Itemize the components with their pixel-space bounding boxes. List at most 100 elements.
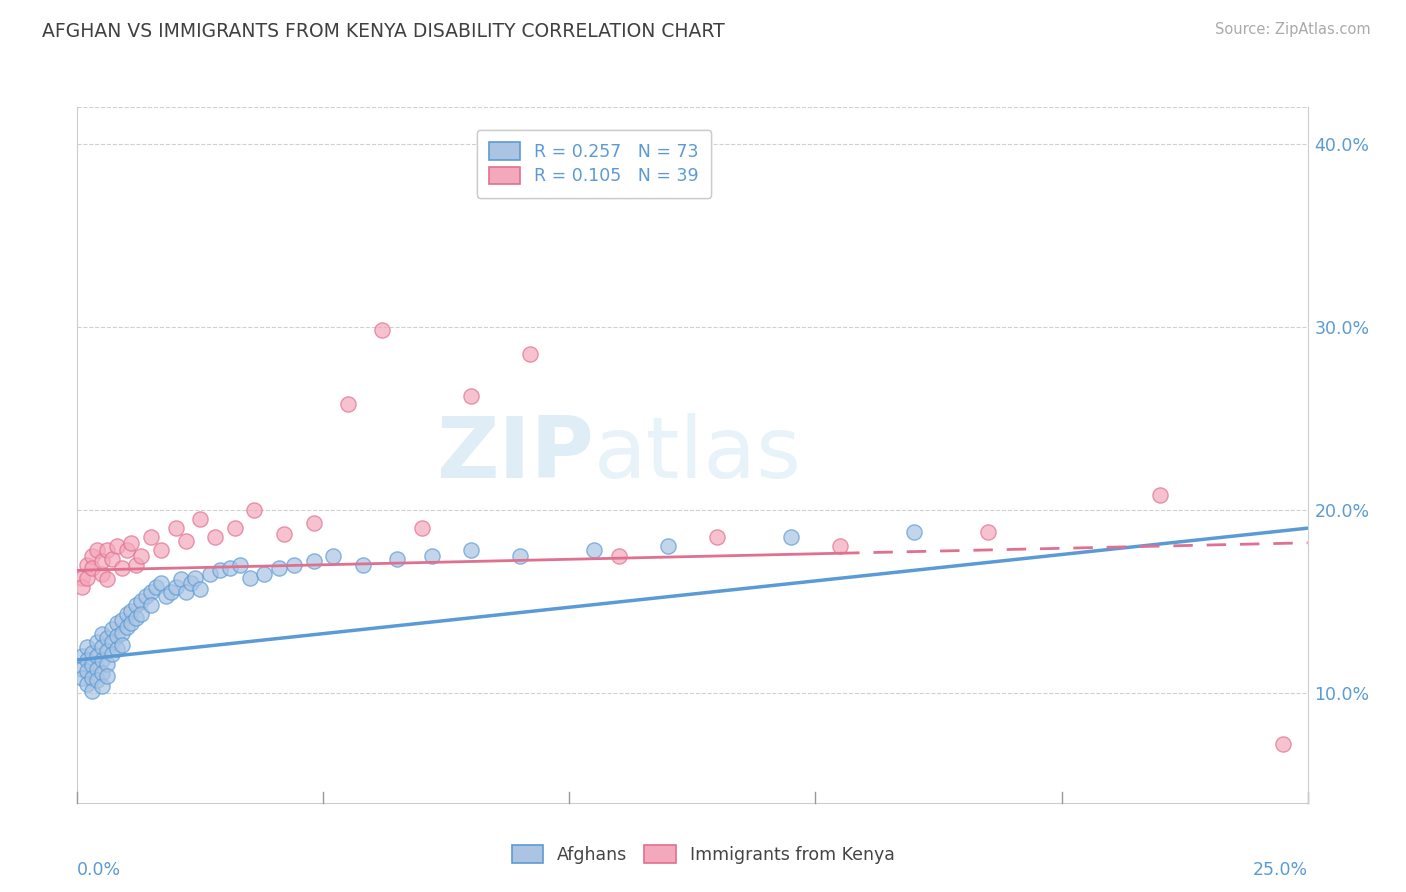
- Point: [1149, 488, 1171, 502]
- Point: [131, 594, 153, 608]
- Point: [190, 582, 212, 596]
- Point: [190, 512, 212, 526]
- Point: [657, 540, 679, 554]
- Point: [70, 580, 93, 594]
- Point: [90, 566, 114, 581]
- Point: [273, 526, 295, 541]
- Point: [1272, 737, 1295, 751]
- Point: [111, 638, 132, 652]
- Point: [70, 571, 93, 585]
- Point: [121, 603, 143, 617]
- Point: [96, 573, 118, 587]
- Point: [145, 580, 167, 594]
- Point: [135, 589, 157, 603]
- Point: [121, 536, 143, 550]
- Text: AFGHAN VS IMMIGRANTS FROM KENYA DISABILITY CORRELATION CHART: AFGHAN VS IMMIGRANTS FROM KENYA DISABILI…: [42, 22, 725, 41]
- Point: [115, 543, 138, 558]
- Point: [150, 543, 173, 558]
- Legend: Afghans, Immigrants from Kenya: Afghans, Immigrants from Kenya: [501, 835, 905, 874]
- Point: [224, 521, 246, 535]
- Point: [86, 543, 108, 558]
- Legend: R = 0.257   N = 73, R = 0.105   N = 39: R = 0.257 N = 73, R = 0.105 N = 39: [477, 129, 711, 197]
- Point: [243, 503, 266, 517]
- Point: [780, 530, 803, 544]
- Point: [90, 665, 114, 680]
- Point: [86, 649, 108, 664]
- Point: [131, 549, 153, 563]
- Point: [125, 558, 148, 572]
- Point: [460, 543, 482, 558]
- Point: [141, 530, 163, 544]
- Point: [101, 634, 124, 648]
- Point: [165, 521, 187, 535]
- Point: [76, 558, 98, 572]
- Point: [96, 644, 118, 658]
- Point: [155, 589, 177, 603]
- Point: [302, 516, 325, 530]
- Point: [269, 561, 291, 575]
- Point: [70, 662, 93, 676]
- Text: 25.0%: 25.0%: [1253, 862, 1308, 880]
- Point: [420, 549, 443, 563]
- Point: [229, 558, 252, 572]
- Point: [371, 323, 394, 337]
- Point: [82, 646, 104, 660]
- Point: [460, 389, 482, 403]
- Point: [96, 543, 118, 558]
- Point: [583, 543, 606, 558]
- Point: [76, 677, 98, 691]
- Point: [322, 549, 344, 563]
- Text: ZIP: ZIP: [436, 413, 595, 497]
- Point: [150, 576, 173, 591]
- Point: [209, 563, 232, 577]
- Point: [830, 540, 852, 554]
- Point: [82, 549, 104, 563]
- Point: [105, 616, 128, 631]
- Point: [141, 598, 163, 612]
- Point: [170, 573, 193, 587]
- Point: [101, 648, 124, 662]
- Point: [76, 653, 98, 667]
- Point: [96, 669, 118, 683]
- Point: [200, 566, 222, 581]
- Point: [70, 649, 93, 664]
- Point: [105, 629, 128, 643]
- Point: [131, 607, 153, 622]
- Point: [977, 524, 1000, 539]
- Point: [105, 540, 128, 554]
- Point: [76, 571, 98, 585]
- Point: [174, 533, 197, 548]
- Point: [411, 521, 433, 535]
- Point: [115, 607, 138, 622]
- Point: [111, 561, 132, 575]
- Point: [509, 549, 531, 563]
- Point: [82, 671, 104, 685]
- Point: [86, 634, 108, 648]
- Point: [101, 552, 124, 566]
- Point: [90, 653, 114, 667]
- Point: [174, 585, 197, 599]
- Point: [283, 558, 305, 572]
- Point: [82, 684, 104, 698]
- Point: [96, 631, 118, 645]
- Point: [121, 616, 143, 631]
- Point: [105, 642, 128, 657]
- Point: [125, 598, 148, 612]
- Point: [90, 554, 114, 568]
- Point: [90, 679, 114, 693]
- Point: [337, 397, 360, 411]
- Text: Source: ZipAtlas.com: Source: ZipAtlas.com: [1215, 22, 1371, 37]
- Point: [125, 611, 148, 625]
- Point: [86, 662, 108, 676]
- Point: [111, 613, 132, 627]
- Point: [239, 571, 262, 585]
- Point: [204, 530, 226, 544]
- Point: [86, 673, 108, 687]
- Text: atlas: atlas: [595, 413, 801, 497]
- Point: [76, 664, 98, 678]
- Point: [90, 627, 114, 641]
- Point: [96, 657, 118, 671]
- Point: [141, 585, 163, 599]
- Point: [111, 625, 132, 640]
- Point: [70, 671, 93, 685]
